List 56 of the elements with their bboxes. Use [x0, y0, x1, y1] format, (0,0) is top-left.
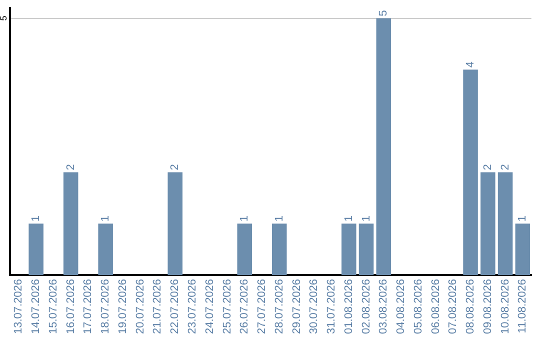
bar [98, 224, 113, 275]
x-tick-label: 01.08.2026 [342, 278, 355, 334]
x-tick-label: 20.07.2026 [134, 278, 146, 334]
x-tick-label: 22.07.2026 [169, 278, 182, 334]
x-tick-label: 26.07.2026 [238, 278, 251, 334]
x-tick-label: 04.08.2026 [395, 278, 408, 334]
data-label: 2 [169, 164, 182, 170]
bar [63, 172, 78, 275]
x-tick-label: 10.08.2026 [499, 278, 512, 334]
x-tick-label: 25.07.2026 [221, 278, 234, 334]
data-label: 1 [360, 215, 372, 222]
data-label: 1 [100, 215, 112, 222]
bar [272, 224, 287, 275]
data-label: 2 [482, 164, 494, 170]
x-tick-label: 14.07.2026 [30, 278, 42, 334]
bar [358, 224, 374, 275]
data-label: 1 [30, 215, 42, 222]
x-tick-label: 19.07.2026 [116, 278, 129, 334]
data-label: 1 [273, 215, 286, 222]
x-tick-label: 29.07.2026 [290, 278, 303, 334]
x-tick-label: 16.07.2026 [64, 278, 77, 334]
x-tick-label: 09.08.2026 [482, 278, 494, 334]
x-tick-label: 23.07.2026 [186, 278, 199, 334]
x-tick-label: 30.07.2026 [308, 278, 320, 334]
bar [515, 224, 530, 275]
x-tick-label: 31.07.2026 [326, 278, 338, 334]
x-tick-label: 02.08.2026 [360, 278, 372, 334]
x-tick-label: 07.08.2026 [447, 278, 460, 334]
x-tick-label: 05.08.2026 [412, 278, 424, 334]
data-label: 4 [464, 61, 477, 68]
data-label: 2 [64, 164, 77, 170]
x-tick-label: 18.07.2026 [100, 278, 112, 334]
x-tick-label: 21.07.2026 [152, 278, 164, 334]
bar [28, 224, 44, 275]
data-label: 1 [238, 215, 251, 222]
x-tick-label: 08.08.2026 [464, 278, 477, 334]
x-tick-label: 06.08.2026 [430, 278, 442, 334]
bar [237, 224, 252, 275]
x-tick-label: 17.07.2026 [82, 278, 94, 334]
data-label: 1 [516, 215, 529, 222]
x-tick-label: 13.07.2026 [12, 278, 25, 334]
data-label: 5 [378, 10, 390, 16]
x-tick-label: 28.07.2026 [273, 278, 286, 334]
x-tick-label: 15.07.2026 [47, 278, 60, 334]
x-tick-label: 03.08.2026 [378, 278, 390, 334]
bar [463, 70, 478, 275]
data-label: 1 [342, 215, 355, 222]
bar [480, 172, 496, 275]
bar [498, 172, 513, 275]
x-tick-label: 11.08.2026 [516, 278, 529, 334]
data-label: 2 [499, 164, 512, 170]
bar [168, 172, 182, 275]
x-tick-label: 24.07.2026 [204, 278, 216, 334]
bar [376, 18, 392, 275]
x-tick-label: 27.07.2026 [256, 278, 268, 334]
bar [341, 224, 356, 275]
